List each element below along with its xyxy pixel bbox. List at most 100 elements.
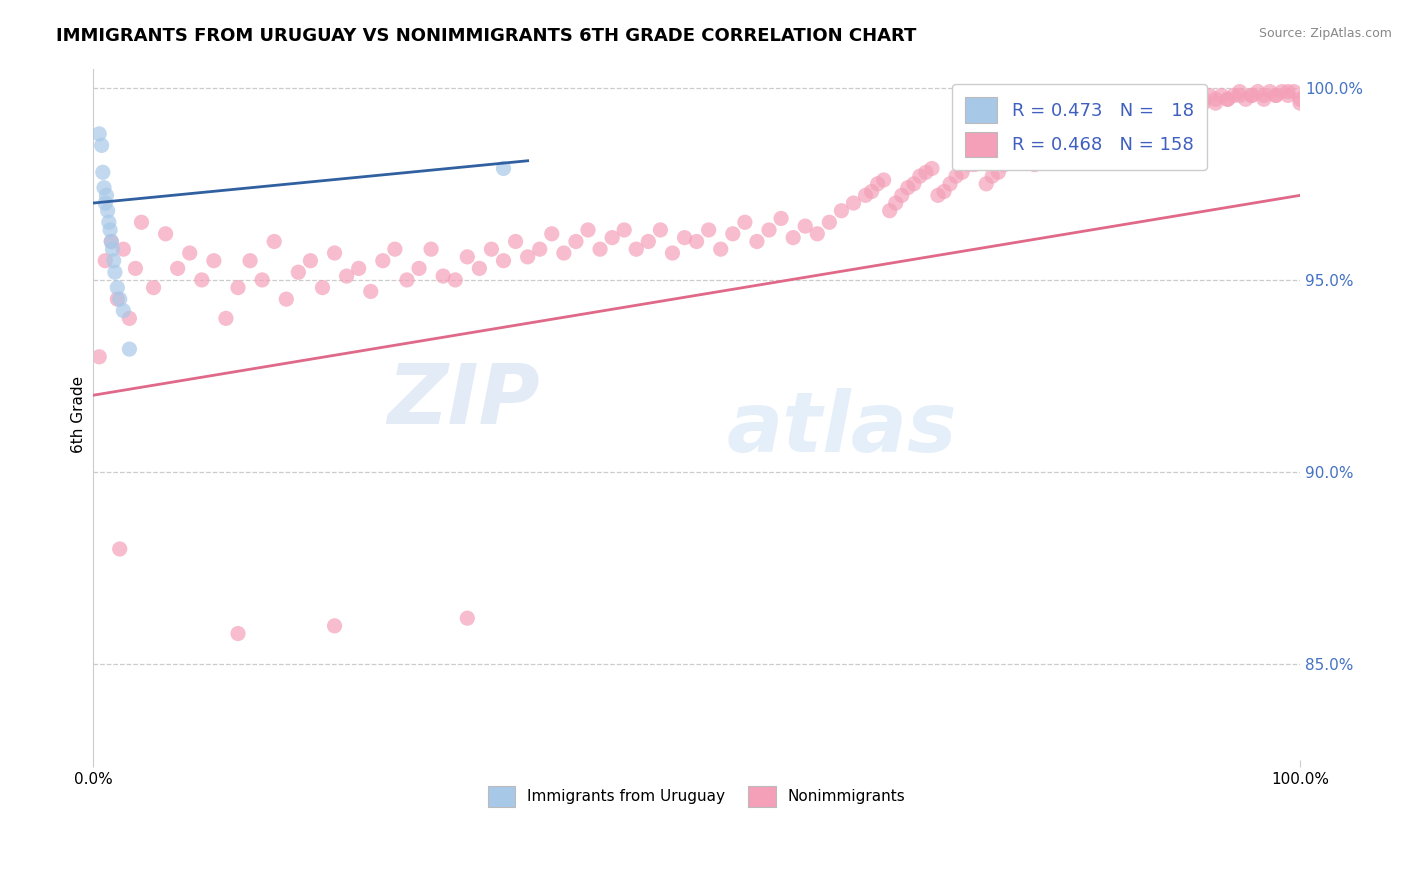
Point: [673, 230, 696, 244]
Point: [1108, 112, 1130, 126]
Point: [1095, 119, 1118, 133]
Point: [323, 246, 346, 260]
Point: [1229, 85, 1251, 99]
Point: [963, 158, 986, 172]
Point: [981, 169, 1004, 183]
Point: [908, 169, 931, 183]
Point: [770, 211, 793, 226]
Point: [94, 196, 117, 211]
Point: [927, 188, 949, 202]
Point: [179, 246, 201, 260]
Point: [860, 185, 883, 199]
Point: [226, 626, 249, 640]
Point: [287, 265, 309, 279]
Point: [202, 253, 225, 268]
Point: [565, 235, 588, 249]
Point: [945, 169, 967, 183]
Point: [1240, 88, 1263, 103]
Point: [1156, 100, 1178, 114]
Point: [408, 261, 430, 276]
Point: [226, 280, 249, 294]
Point: [915, 165, 938, 179]
Point: [97, 203, 120, 218]
Point: [939, 177, 962, 191]
Point: [897, 180, 920, 194]
Point: [118, 311, 141, 326]
Point: [1024, 158, 1046, 172]
Point: [103, 253, 125, 268]
Point: [108, 292, 131, 306]
Point: [105, 292, 128, 306]
Point: [1090, 127, 1112, 141]
Point: [721, 227, 744, 241]
Point: [1174, 100, 1197, 114]
Point: [1258, 85, 1281, 99]
Text: IMMIGRANTS FROM URUGUAY VS NONIMMIGRANTS 6TH GRADE CORRELATION CHART: IMMIGRANTS FROM URUGUAY VS NONIMMIGRANTS…: [56, 27, 917, 45]
Point: [94, 253, 117, 268]
Point: [100, 235, 122, 249]
Point: [299, 253, 322, 268]
Point: [879, 203, 901, 218]
Point: [685, 235, 707, 249]
Point: [1192, 92, 1215, 106]
Point: [957, 158, 980, 172]
Point: [1289, 92, 1312, 106]
Point: [420, 242, 443, 256]
Point: [1126, 115, 1149, 129]
Point: [492, 253, 515, 268]
Point: [600, 230, 623, 244]
Point: [371, 253, 394, 268]
Point: [710, 242, 733, 256]
Point: [1211, 88, 1233, 103]
Point: [166, 261, 188, 276]
Point: [98, 223, 121, 237]
Point: [969, 150, 991, 164]
Point: [1029, 150, 1052, 164]
Point: [806, 227, 828, 241]
Point: [90, 138, 112, 153]
Point: [993, 158, 1015, 172]
Point: [1264, 88, 1286, 103]
Point: [250, 273, 273, 287]
Point: [866, 177, 889, 191]
Point: [1144, 108, 1167, 122]
Point: [890, 188, 912, 202]
Point: [1156, 96, 1178, 111]
Point: [1271, 85, 1294, 99]
Point: [1282, 85, 1305, 99]
Point: [481, 242, 503, 256]
Point: [93, 180, 115, 194]
Point: [842, 196, 865, 211]
Point: [96, 188, 118, 202]
Point: [1222, 88, 1244, 103]
Point: [613, 223, 636, 237]
Point: [384, 242, 406, 256]
Point: [1192, 96, 1215, 111]
Point: [1150, 100, 1173, 114]
Point: [155, 227, 177, 241]
Point: [191, 273, 214, 287]
Point: [974, 177, 997, 191]
Point: [830, 203, 852, 218]
Point: [1077, 123, 1099, 137]
Point: [1264, 88, 1286, 103]
Point: [1137, 100, 1160, 114]
Point: [1216, 92, 1239, 106]
Point: [456, 250, 478, 264]
Point: [112, 242, 135, 256]
Point: [97, 215, 120, 229]
Point: [100, 235, 122, 249]
Point: [1161, 103, 1184, 118]
Point: [1119, 119, 1142, 133]
Point: [131, 215, 153, 229]
Point: [1042, 142, 1064, 156]
Point: [336, 269, 359, 284]
Point: [516, 250, 538, 264]
Point: [1035, 146, 1057, 161]
Point: [1180, 96, 1202, 111]
Point: [347, 261, 370, 276]
Point: [468, 261, 491, 276]
Point: [650, 223, 672, 237]
Point: [1234, 92, 1257, 106]
Point: [950, 165, 973, 179]
